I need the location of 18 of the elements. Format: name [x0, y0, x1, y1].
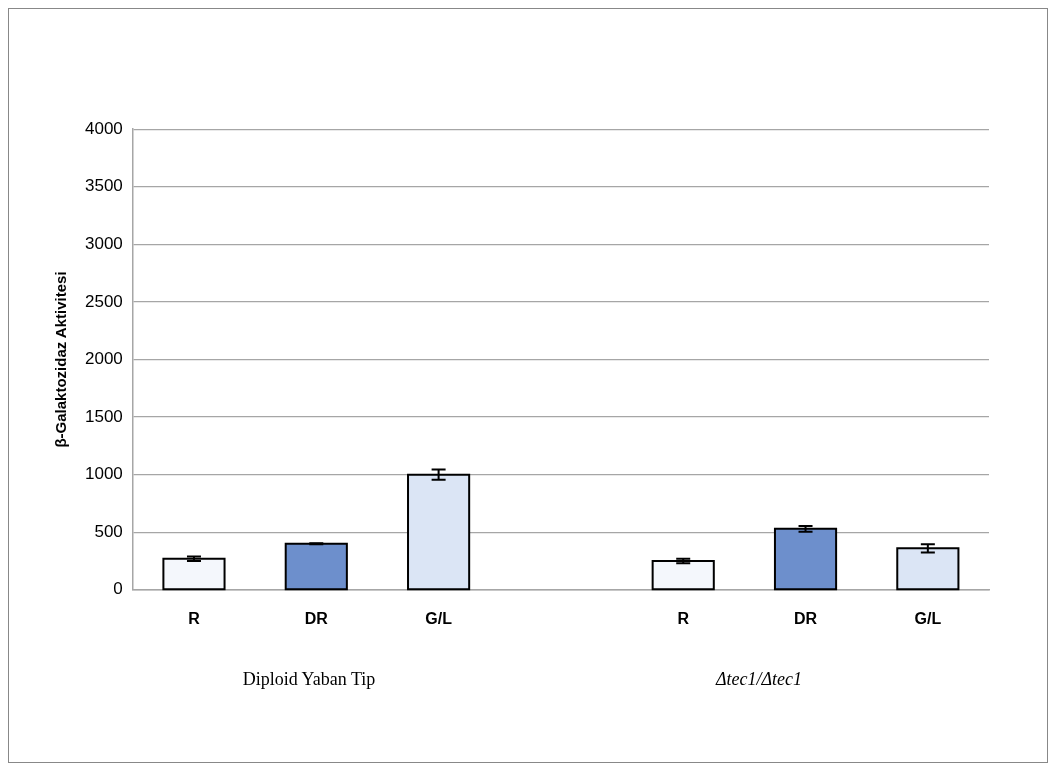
text: Δtec1/Δtec1 [714, 669, 804, 690]
x-tick-label: R [188, 609, 201, 627]
y-tick-label: 3500 [84, 176, 123, 196]
y-tick-label: 3000 [84, 234, 123, 254]
y-tick-label: 1000 [84, 464, 123, 484]
x-tick-label: DR [304, 609, 329, 627]
y-tick-label: 0 [113, 579, 123, 599]
x-tick-label: DR [793, 609, 818, 627]
y-tick-label: 4000 [84, 118, 123, 138]
y-tick-label: 2000 [84, 349, 123, 369]
x-tick-label: R [677, 609, 690, 627]
y-tick-label: 500 [94, 521, 123, 541]
text: Diploid Yaban Tip [241, 669, 377, 690]
y-axis-title: β-Galaktozidaz Aktivitesi [52, 271, 70, 448]
x-tick-label: G/L [425, 609, 453, 627]
y-tick-label: 2500 [84, 291, 123, 311]
y-tick-label: 1500 [84, 406, 123, 426]
x-tick-label: G/L [914, 609, 942, 627]
